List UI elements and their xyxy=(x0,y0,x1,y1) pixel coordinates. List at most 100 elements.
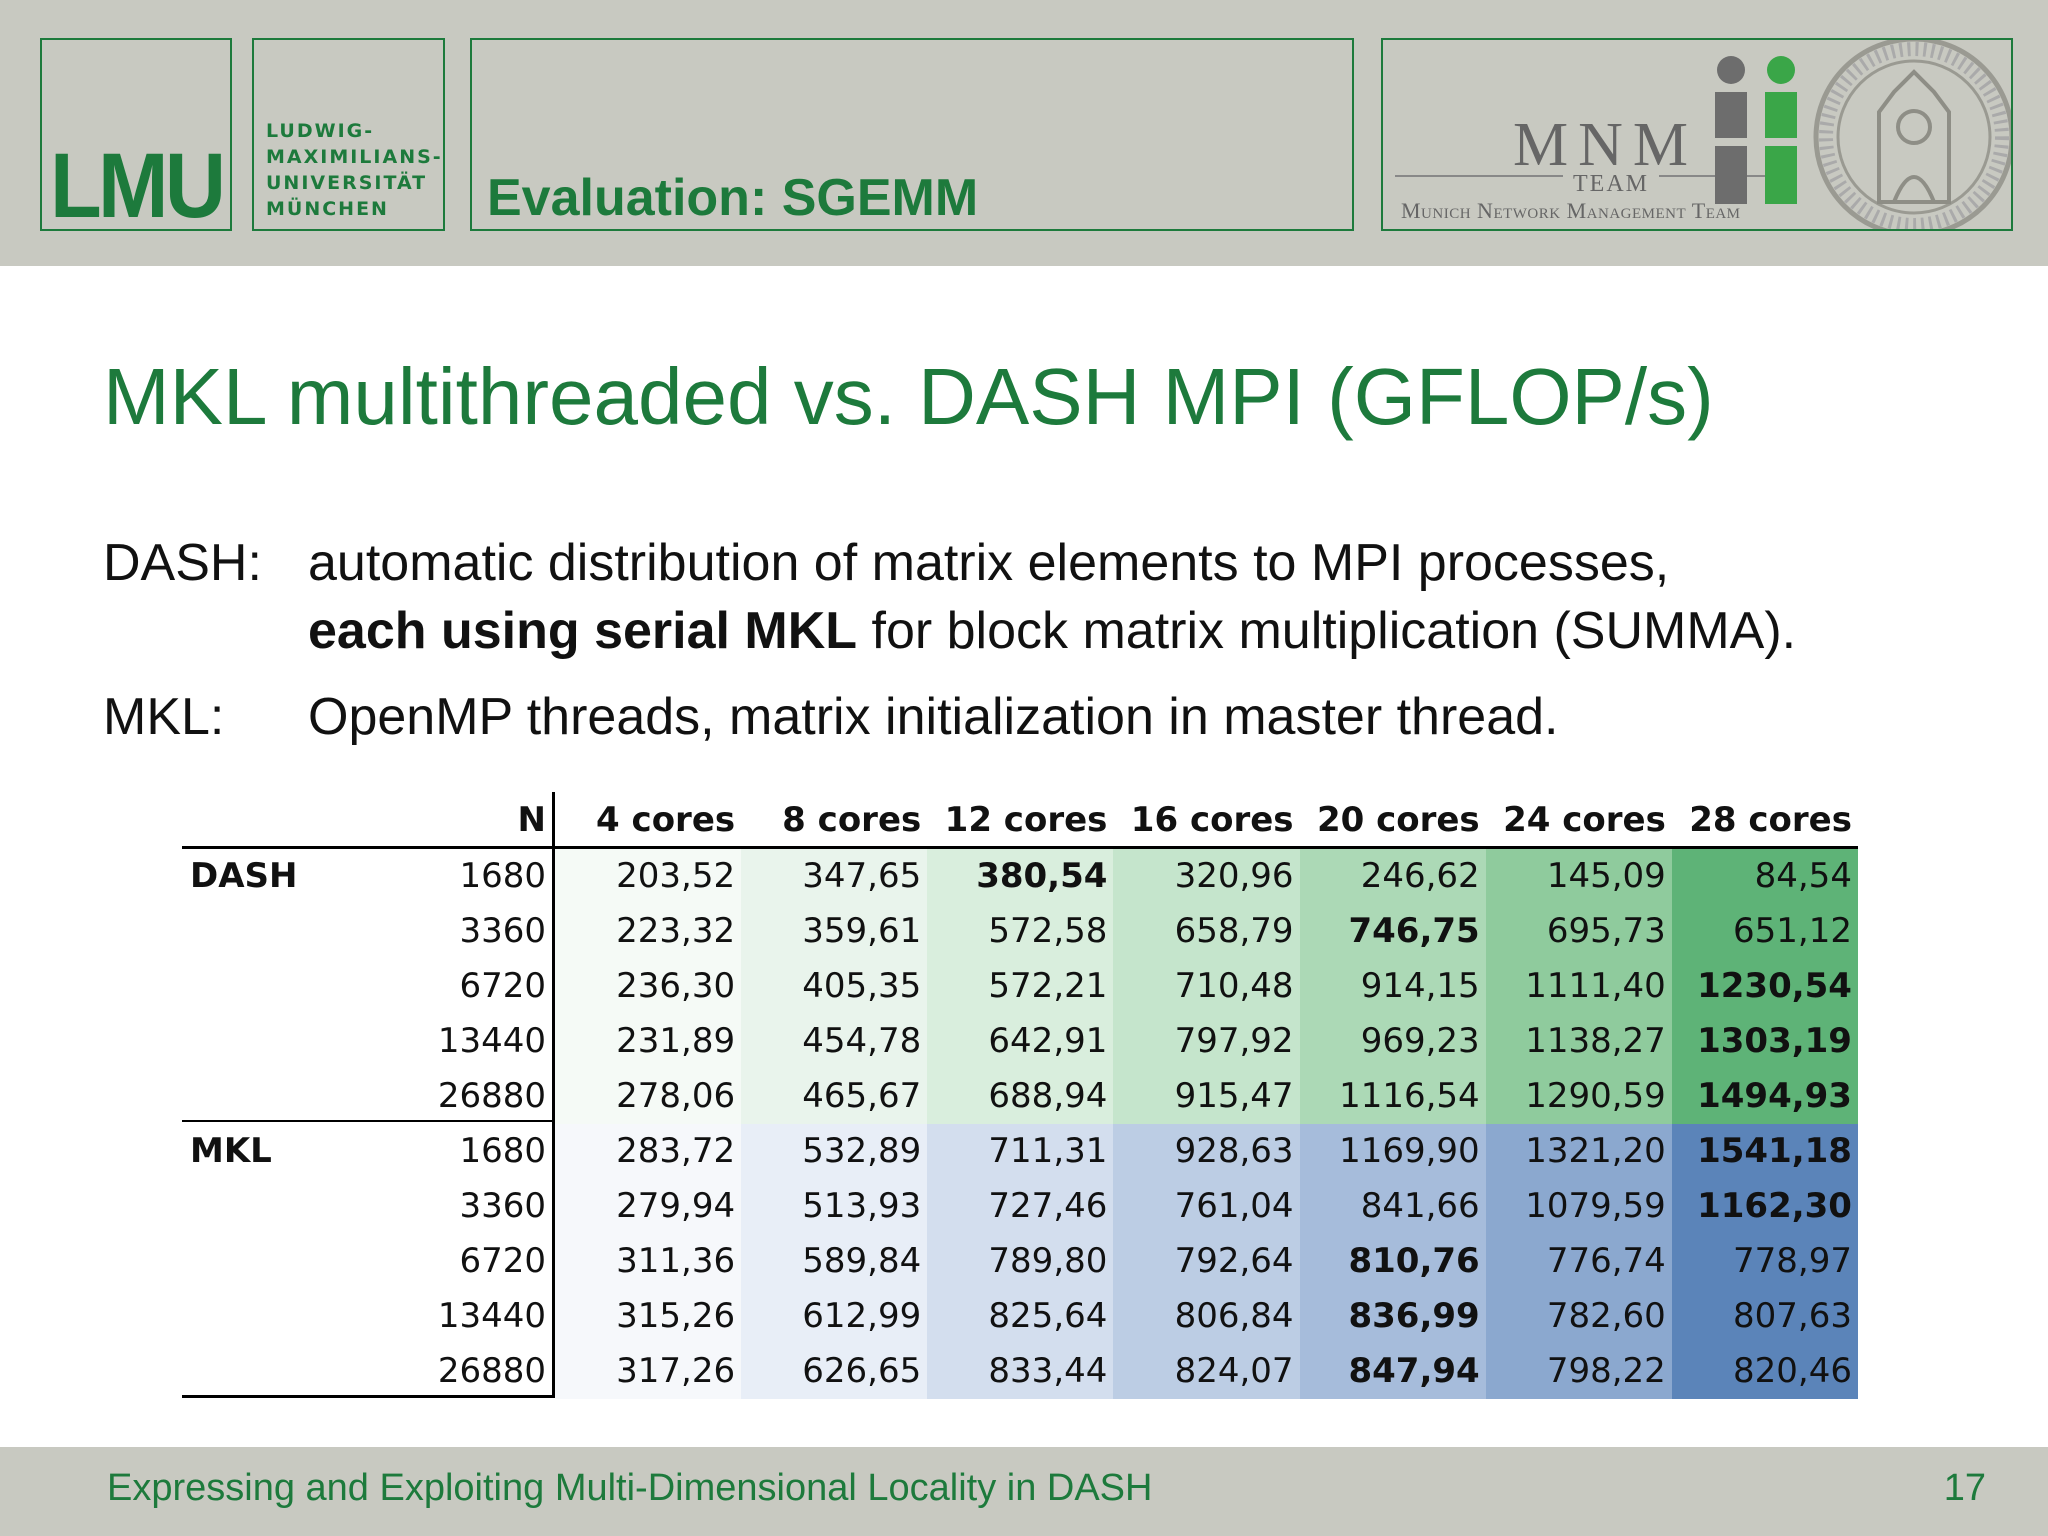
table-cell: 776,74 xyxy=(1485,1234,1672,1289)
table-cell: 820,46 xyxy=(1671,1344,1858,1399)
table-cell: 454,78 xyxy=(741,1014,928,1069)
table-cell: 710,48 xyxy=(1113,959,1300,1014)
dash-description-bold: each using serial MKL xyxy=(308,602,858,660)
column-header: 8 cores xyxy=(782,800,922,840)
row-n-value: 1680 xyxy=(459,1131,546,1171)
group-label: DASH xyxy=(190,856,298,896)
table-cell: 789,80 xyxy=(927,1234,1114,1289)
table-cell: 1303,19 xyxy=(1671,1014,1858,1069)
mkl-label: MKL: xyxy=(103,688,225,746)
university-name-box: LUDWIG- MAXIMILIANS- UNIVERSITÄT MÜNCHEN xyxy=(252,38,445,231)
table-cell: 1079,59 xyxy=(1485,1179,1672,1234)
table-cell: 359,61 xyxy=(741,904,928,959)
dash-description-rest: for block matrix multiplication (SUMMA). xyxy=(857,602,1797,660)
table-cell: 847,94 xyxy=(1299,1344,1486,1399)
table-cell: 651,12 xyxy=(1671,904,1858,959)
table-cell: 311,36 xyxy=(555,1234,742,1289)
row-n-value: 26880 xyxy=(437,1076,546,1116)
table-cell: 145,09 xyxy=(1485,849,1672,904)
column-header: 16 cores xyxy=(1130,800,1294,840)
table-cell: 1169,90 xyxy=(1299,1124,1486,1179)
slide-title: MKL multithreaded vs. DASH MPI (GFLOP/s) xyxy=(103,352,1714,441)
table-cell: 778,97 xyxy=(1671,1234,1858,1289)
column-header: 24 cores xyxy=(1503,800,1666,840)
row-n-value: 1680 xyxy=(459,856,546,896)
row-n-value: 6720 xyxy=(459,1241,546,1281)
table-cell: 914,15 xyxy=(1299,959,1486,1014)
table-cell: 405,35 xyxy=(741,959,928,1014)
table-cell: 347,65 xyxy=(741,849,928,904)
column-header: 20 cores xyxy=(1316,800,1480,840)
table-cell: 797,92 xyxy=(1113,1014,1300,1069)
table-cell: 1116,54 xyxy=(1299,1069,1486,1124)
table-cell: 695,73 xyxy=(1485,904,1672,959)
ifi-logo-icon xyxy=(1715,56,1797,204)
column-header: 4 cores xyxy=(596,800,736,840)
table-cell: 84,54 xyxy=(1671,849,1858,904)
row-n-value: 26880 xyxy=(437,1351,546,1391)
table-cell: 513,93 xyxy=(741,1179,928,1234)
dash-description-line-1: automatic distribution of matrix element… xyxy=(308,534,1670,592)
table-cell: 236,30 xyxy=(555,959,742,1014)
table-cell: 824,07 xyxy=(1113,1344,1300,1399)
lmu-logo-box: LMU xyxy=(40,38,232,237)
gflops-table: N 4 cores 8 cores 12 cores 16 cores 20 cores… xyxy=(182,792,1858,1399)
lmu-logo: LMU xyxy=(50,135,226,237)
table-cell: 223,32 xyxy=(555,904,742,959)
table-cell: 836,99 xyxy=(1299,1289,1486,1344)
table-cell: 928,63 xyxy=(1113,1124,1300,1179)
table-cell: 279,94 xyxy=(555,1179,742,1234)
table-cell: 792,64 xyxy=(1113,1234,1300,1289)
table-cell: 711,31 xyxy=(927,1124,1114,1179)
column-header: 28 cores xyxy=(1689,800,1852,840)
table-cell: 1541,18 xyxy=(1671,1124,1858,1179)
table-cell: 1321,20 xyxy=(1485,1124,1672,1179)
table-cell: 782,60 xyxy=(1485,1289,1672,1344)
mnm-subtitle: Munich Network Management Team xyxy=(1401,198,1741,223)
table-cell: 572,21 xyxy=(927,959,1114,1014)
row-n-value: 3360 xyxy=(459,1186,546,1226)
table-cell: 727,46 xyxy=(927,1179,1114,1234)
table-cell: 915,47 xyxy=(1113,1069,1300,1124)
table-cell: 761,04 xyxy=(1113,1179,1300,1234)
table-cell: 317,26 xyxy=(555,1344,742,1399)
table-cell: 626,65 xyxy=(741,1344,928,1399)
table-cell: 642,91 xyxy=(927,1014,1114,1069)
mnm-logo-box: MNM TEAM Munich Network Management Team xyxy=(1381,38,2013,231)
table-cell: 833,44 xyxy=(927,1344,1114,1399)
table-cell: 825,64 xyxy=(927,1289,1114,1344)
table-cell: 1111,40 xyxy=(1485,959,1672,1014)
row-n-value: 3360 xyxy=(459,911,546,951)
slide-footer: Expressing and Exploiting Multi-Dimensio… xyxy=(0,1447,2048,1536)
table-cell: 572,58 xyxy=(927,904,1114,959)
table-cell: 203,52 xyxy=(555,849,742,904)
university-line-4: MÜNCHEN xyxy=(266,198,389,220)
group-label: MKL xyxy=(190,1131,272,1171)
table-cell: 612,99 xyxy=(741,1289,928,1344)
mnm-logo: MNM xyxy=(1513,111,1699,179)
page-number: 17 xyxy=(1943,1467,1986,1509)
row-n-value: 6720 xyxy=(459,966,546,1006)
table-cell: 246,62 xyxy=(1299,849,1486,904)
dash-label: DASH: xyxy=(103,534,262,592)
table-cell: 532,89 xyxy=(741,1124,928,1179)
university-seal-icon xyxy=(1813,40,2011,229)
column-header: 12 cores xyxy=(944,800,1108,840)
row-n-value: 13440 xyxy=(437,1021,546,1061)
table-cell: 320,96 xyxy=(1113,849,1300,904)
table-cell: 746,75 xyxy=(1299,904,1486,959)
table-cell: 380,54 xyxy=(927,849,1114,904)
dash-description-line-2: each using serial MKL for block matrix m… xyxy=(308,598,1796,664)
university-line-3: UNIVERSITÄT xyxy=(266,172,428,194)
table-cell: 810,76 xyxy=(1299,1234,1486,1289)
table-header-rule xyxy=(182,846,1858,849)
section-title-box: Evaluation: SGEMM xyxy=(470,38,1354,231)
university-line-2: MAXIMILIANS- xyxy=(266,146,443,168)
row-n-value: 13440 xyxy=(437,1296,546,1336)
table-cell: 807,63 xyxy=(1671,1289,1858,1344)
section-title: Evaluation: SGEMM xyxy=(487,169,979,227)
table-cell: 969,23 xyxy=(1299,1014,1486,1069)
table-cell: 1494,93 xyxy=(1671,1069,1858,1124)
table-cell: 278,06 xyxy=(555,1069,742,1124)
footer-title: Expressing and Exploiting Multi-Dimensio… xyxy=(107,1467,1153,1509)
